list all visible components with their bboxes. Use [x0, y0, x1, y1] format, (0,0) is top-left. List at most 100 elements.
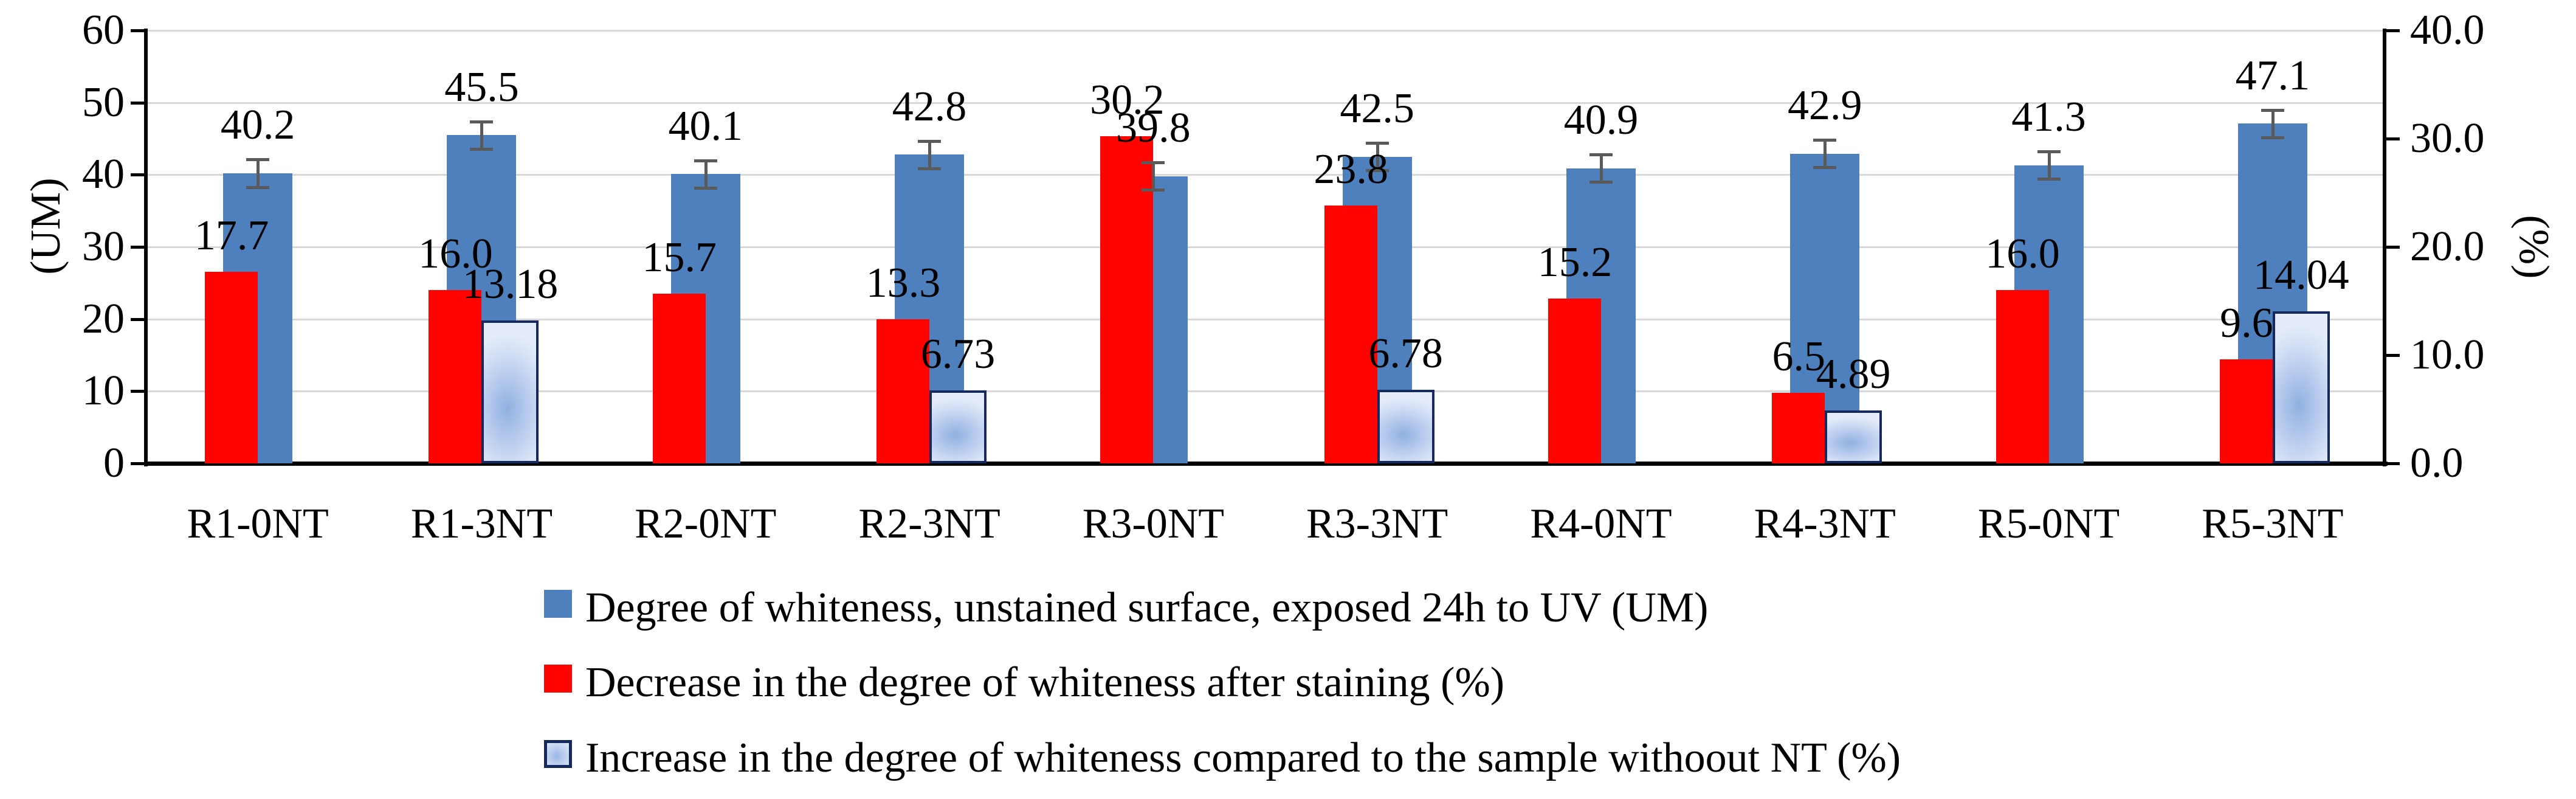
error-bar-line: [257, 159, 260, 187]
error-bar-line: [1376, 143, 1379, 171]
value-label-red: 9.6: [2220, 300, 2273, 347]
left-axis-tick-label: 40: [82, 151, 125, 198]
value-label-red: 16.0: [418, 230, 493, 278]
gridline: [146, 390, 2385, 393]
left-axis-tick: [131, 101, 146, 105]
value-label-blue: 42.9: [1788, 82, 1862, 130]
bar-decrease-after-staining: [1100, 136, 1154, 463]
value-label-blue: 47.1: [2235, 52, 2310, 99]
left-axis-tick-label: 20: [82, 295, 125, 342]
category-label: R5-3NT: [2202, 500, 2344, 547]
category-label: R1-3NT: [410, 500, 553, 547]
right-axis-tick: [2385, 462, 2400, 465]
gridline: [146, 174, 2385, 176]
error-bar-cap-bottom: [1589, 181, 1613, 184]
bar-decrease-after-staining: [1996, 290, 2049, 463]
right-axis-tick: [2385, 29, 2400, 32]
left-axis-tick: [131, 317, 146, 321]
value-label-light: 4.89: [1816, 350, 1891, 398]
value-label-blue: 40.2: [220, 102, 295, 149]
error-bar-cap-bottom: [1365, 169, 1389, 173]
gridline: [146, 102, 2385, 104]
value-label-red: 23.8: [1314, 146, 1388, 193]
right-axis-tick: [2385, 246, 2400, 249]
error-bar-cap-top: [1142, 161, 1165, 165]
value-label-red: 15.2: [1537, 239, 1613, 286]
legend-swatch-red: [544, 665, 572, 693]
value-label-light: 14.04: [2253, 252, 2349, 299]
category-label: R3-0NT: [1082, 500, 1224, 547]
error-bar-cap-bottom: [246, 185, 270, 189]
value-label-blue: 41.3: [2011, 94, 2086, 141]
category-label: R2-0NT: [635, 500, 777, 547]
left-axis-tick: [131, 462, 146, 465]
error-bar-cap-bottom: [918, 167, 942, 170]
category-label: R4-0NT: [1530, 500, 1672, 547]
category-label: R4-3NT: [1754, 500, 1896, 547]
error-bar-line: [2047, 151, 2051, 179]
value-label-light: 6.78: [1368, 330, 1443, 378]
error-bar-cap-top: [694, 159, 717, 162]
error-bar-cap-top: [246, 158, 270, 162]
category-label: R2-3NT: [858, 500, 1000, 547]
legend-swatch-light: [544, 740, 572, 768]
bar-decrease-after-staining: [876, 319, 930, 463]
error-bar-line: [2271, 109, 2275, 137]
value-label-red: 16.0: [1985, 230, 2060, 278]
bar-increase-vs-no-nt: [481, 320, 539, 463]
error-bar-cap-bottom: [1142, 189, 1165, 192]
value-label-red: 15.7: [642, 233, 717, 281]
gridline: [146, 30, 2385, 32]
bar-increase-vs-no-nt: [929, 390, 987, 463]
left-axis-tick: [131, 29, 146, 32]
bar-decrease-after-staining: [1324, 206, 1377, 463]
value-label-blue: 40.9: [1563, 97, 1639, 144]
category-label: R5-0NT: [1977, 500, 2120, 547]
bar-decrease-after-staining: [1548, 299, 1601, 463]
value-label-red: 13.3: [866, 260, 941, 307]
right-axis-tick: [2385, 137, 2400, 140]
category-label: R3-3NT: [1306, 500, 1448, 547]
left-axis-tick: [131, 390, 146, 393]
x-axis: [144, 462, 2388, 466]
error-bar-cap-bottom: [470, 147, 494, 151]
error-bar-line: [1599, 154, 1603, 182]
error-bar-cap-top: [1813, 139, 1837, 142]
bar-decrease-after-staining: [1772, 393, 1825, 463]
error-bar-cap-top: [1589, 153, 1613, 157]
value-label-light: 13.18: [462, 261, 559, 308]
error-bar-cap-bottom: [2037, 178, 2061, 181]
legend-label: Decrease in the degree of whiteness afte…: [585, 659, 1505, 706]
category-label: R1-0NT: [187, 500, 329, 547]
right-axis-tick-label: 30.0: [2410, 115, 2485, 162]
left-axis-tick-label: 0: [103, 440, 125, 486]
left-axis-tick-label: 60: [82, 7, 125, 54]
error-bar-cap-top: [1365, 142, 1389, 145]
right-axis-tick-label: 40.0: [2410, 7, 2485, 54]
bar-decrease-after-staining: [429, 290, 482, 463]
bar-decrease-after-staining: [205, 271, 258, 463]
error-bar-line: [1824, 140, 1827, 168]
value-label-blue: 42.5: [1340, 85, 1414, 133]
left-axis-tick: [131, 246, 146, 249]
right-axis-title: (%): [2510, 215, 2557, 279]
left-axis-tick-label: 50: [82, 78, 125, 126]
bar-decrease-after-staining: [2219, 359, 2273, 463]
right-axis-tick-label: 20.0: [2410, 223, 2485, 270]
left-axis-tick-label: 30: [82, 223, 125, 270]
error-bar-cap-top: [470, 120, 494, 123]
error-bar-cap-top: [918, 139, 942, 143]
value-label-blue: 39.8: [1116, 105, 1191, 152]
error-bar-line: [704, 160, 708, 188]
value-label-light: 6.73: [920, 331, 996, 378]
error-bar-cap-top: [2261, 108, 2284, 112]
value-label-red: 17.7: [194, 212, 269, 259]
right-axis-tick: [2385, 354, 2400, 357]
legend-label: Increase in the degree of whiteness comp…: [585, 735, 1901, 781]
legend-label: Degree of whiteness, unstained surface, …: [585, 584, 1709, 631]
y-axis-left: [144, 29, 148, 466]
error-bar-cap-bottom: [1813, 166, 1837, 170]
bar-increase-vs-no-nt: [1377, 390, 1434, 463]
error-bar-cap-bottom: [2261, 136, 2284, 139]
